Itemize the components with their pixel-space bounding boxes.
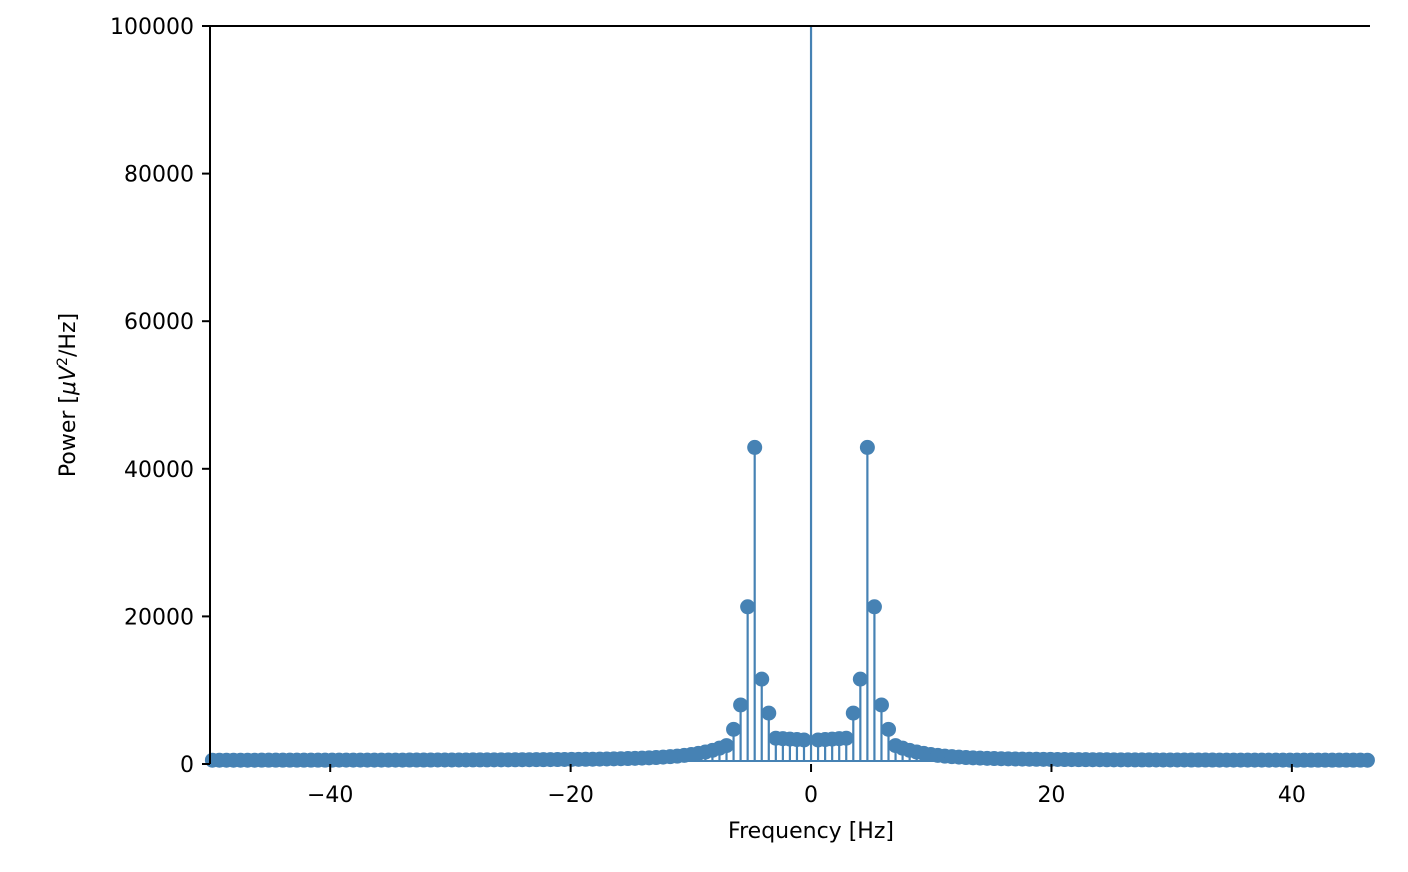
y-tick-label: 100000 bbox=[110, 15, 194, 40]
y-tick-label: 20000 bbox=[124, 605, 194, 630]
y-tick-label: 0 bbox=[180, 753, 194, 778]
y-tick-label: 40000 bbox=[124, 458, 194, 483]
x-tick-label: 0 bbox=[804, 783, 818, 808]
x-axis-label: Frequency [Hz] bbox=[728, 819, 894, 844]
stem-marker bbox=[754, 671, 770, 687]
stem-marker bbox=[726, 721, 742, 737]
stem-marker bbox=[866, 599, 882, 615]
stem-marker bbox=[740, 599, 756, 615]
y-axis-label: Power [μV2/Hz] bbox=[55, 313, 81, 477]
stem-marker bbox=[747, 439, 763, 455]
x-tick-label: 40 bbox=[1278, 783, 1306, 808]
stem-marker bbox=[859, 439, 875, 455]
stem-marker bbox=[1359, 752, 1375, 768]
stem-marker bbox=[838, 730, 854, 746]
x-tick-label: −40 bbox=[307, 783, 353, 808]
tick-marks: −40 −20 0 20 40 0 20000 40000 60000 80000 100000 bbox=[110, 15, 1306, 808]
x-tick-label: 20 bbox=[1037, 783, 1065, 808]
stem-marker bbox=[881, 721, 897, 737]
x-tick-label: −20 bbox=[547, 783, 593, 808]
axes bbox=[209, 25, 1370, 764]
stem-marker bbox=[733, 697, 749, 713]
stem-series bbox=[204, 26, 1375, 768]
y-tick-label: 80000 bbox=[124, 163, 194, 188]
stem-marker bbox=[852, 671, 868, 687]
stem-marker bbox=[719, 738, 735, 754]
stem-marker bbox=[761, 705, 777, 721]
stem-marker bbox=[845, 705, 861, 721]
stem-marker bbox=[873, 697, 889, 713]
y-tick-label: 60000 bbox=[124, 310, 194, 335]
stem-marker bbox=[796, 732, 812, 748]
